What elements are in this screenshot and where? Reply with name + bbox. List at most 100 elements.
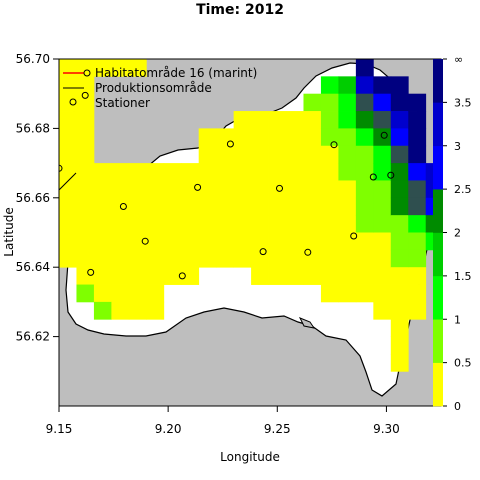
heat-cell (373, 93, 392, 112)
heat-cell (408, 232, 427, 251)
heat-cell (76, 128, 95, 147)
heat-cell (59, 145, 77, 164)
heat-cell (338, 267, 357, 285)
heat-cell (181, 197, 200, 216)
heat-cell (268, 215, 287, 233)
heat-cell (233, 197, 252, 216)
heat-cell (408, 163, 427, 181)
heat-cell (373, 215, 392, 233)
x-tick-label: 9.15 (46, 422, 73, 436)
heat-cell (233, 249, 252, 268)
heat-cell (146, 301, 165, 320)
heat-cell (76, 93, 95, 112)
heat-cell (390, 76, 409, 95)
colorbar-label: ∞ (454, 53, 463, 66)
heat-cell (251, 128, 269, 147)
station-marker (59, 164, 63, 172)
heat-cell (233, 163, 252, 181)
x-tick-label: 9.25 (264, 422, 291, 436)
heat-cell (268, 267, 287, 285)
heat-cell (233, 180, 252, 199)
colorbar-segment (433, 362, 443, 407)
station-marker (380, 131, 388, 139)
heat-cell (163, 163, 182, 181)
heat-cell (59, 249, 77, 268)
heat-cell (216, 145, 235, 164)
heat-cell (59, 215, 77, 233)
station-marker (369, 173, 377, 181)
heat-cell (338, 76, 357, 95)
colorbar-segment (433, 319, 443, 363)
heat-cell (373, 249, 392, 268)
heat-cell (76, 76, 95, 95)
heat-cell (303, 267, 322, 285)
heat-cell (128, 59, 147, 77)
heat-cell (390, 145, 409, 164)
heatmap-cells (59, 59, 441, 372)
heat-cell (216, 180, 235, 199)
heat-cell (303, 145, 322, 164)
heat-cell (233, 111, 252, 129)
heat-cell (163, 197, 182, 216)
heat-cell (251, 111, 269, 129)
station-marker (259, 248, 267, 256)
heat-cell (146, 215, 165, 233)
heat-cell (181, 215, 200, 233)
heat-cell (268, 145, 287, 164)
heat-cell (111, 163, 130, 181)
heat-cell (355, 215, 374, 233)
x-tick-label: 9.20 (155, 422, 182, 436)
legend-station-overlap-marker (83, 69, 91, 77)
y-axis-label: Latitude (2, 207, 16, 256)
heat-cell (286, 267, 304, 285)
legend-habitat-label: Habitatområde 16 (marint) (95, 66, 257, 80)
heat-cell (251, 145, 269, 164)
heat-cell (76, 232, 95, 251)
legend: Habitatområde 16 (marint) Produktionsomr… (63, 66, 257, 110)
heat-cell (111, 180, 130, 199)
colorbar: 0 0.5 1 1.5 2 2.5 3 3.5 ∞ (433, 53, 472, 413)
heat-cell (338, 163, 357, 181)
heat-cell (146, 197, 165, 216)
heat-cell (216, 197, 235, 216)
heat-cell (355, 128, 374, 147)
colorbar-segment (433, 232, 443, 277)
heat-cell (303, 249, 322, 268)
heat-cell (251, 215, 269, 233)
heat-cell (93, 163, 112, 181)
heat-cell (233, 145, 252, 164)
heat-cell (268, 180, 287, 199)
heat-cell (93, 232, 112, 251)
heat-cell (286, 215, 304, 233)
heat-cell (93, 267, 112, 285)
heat-cell (128, 163, 147, 181)
station-marker (194, 183, 202, 191)
heat-cell (93, 180, 112, 199)
heat-cell (373, 145, 392, 164)
heat-cell (251, 267, 269, 285)
legend-stations-label: Stationer (95, 96, 150, 110)
heat-cell (303, 111, 322, 129)
heat-cell (303, 197, 322, 216)
heat-cell (286, 128, 304, 147)
y-tick-label: 56.62 (16, 330, 50, 344)
heat-cell (408, 215, 427, 233)
heat-cell (408, 145, 427, 164)
heat-cell (390, 319, 409, 337)
heat-cell (408, 93, 427, 112)
heat-cell (198, 145, 217, 164)
chart-title: Time: 2012 (196, 2, 284, 18)
heat-cell (390, 180, 409, 199)
heat-cell (355, 93, 374, 112)
heat-cell (181, 163, 200, 181)
heat-cell (390, 284, 409, 303)
heat-cell (59, 180, 77, 199)
colorbar-segment (433, 275, 443, 320)
heat-cell (303, 215, 322, 233)
heat-cell (338, 180, 357, 199)
heat-cell (390, 249, 409, 268)
heat-cell (320, 111, 339, 129)
heat-cell (390, 336, 409, 355)
heat-cell (93, 301, 112, 320)
